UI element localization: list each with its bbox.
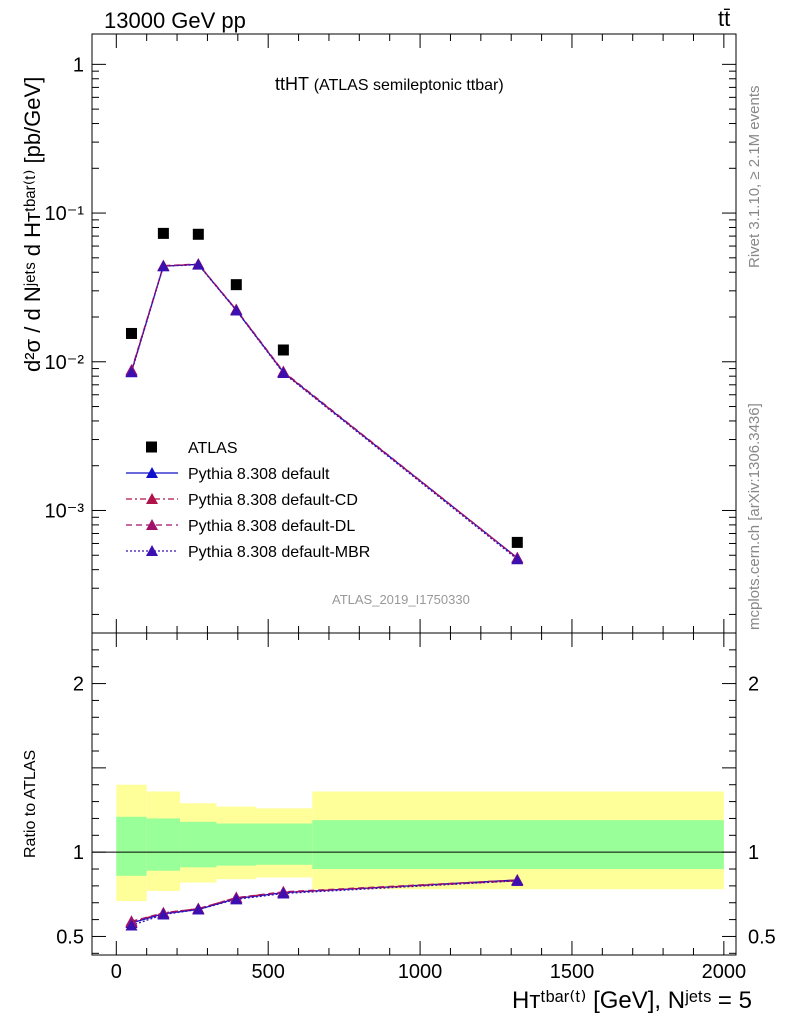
plot-title-main: ttHT (275, 74, 309, 94)
x-tick-label: 2000 (702, 961, 747, 983)
ratio-point-mbr (230, 893, 243, 905)
point-mbr (230, 304, 243, 316)
legend-marker-cd (146, 493, 158, 504)
ratio-point-mbr (511, 874, 524, 886)
ratio-point-mbr (192, 903, 205, 915)
series-line-mbr (130, 263, 518, 560)
y-tick-label-main: 1 (73, 54, 84, 76)
x-axis-label: Hᴛᵗᵇᵃʳ⁽ᵗ⁾ [GeV], Nʲᵉᵗˢ = 5 (512, 987, 752, 1014)
rivet-version-label: Rivet 3.1.10, ≥ 2.1M events (746, 85, 763, 269)
y-tick-label-main: 10⁻¹ (45, 203, 85, 225)
band-inner-bin (116, 816, 147, 876)
y-tick-label-ratio: 2 (73, 674, 84, 696)
point-mbr (157, 260, 170, 272)
legend-label-data: ATLAS (188, 440, 238, 457)
y-tick-label-ratio-right: 1 (748, 842, 759, 864)
collision-energy-label: 13000 GeV pp (104, 8, 246, 33)
band-inner-bin (256, 823, 313, 865)
legend-marker-atlas (146, 441, 157, 453)
y-axis-label-main: d²σ / d Nʲᵉᵗˢ d Hᴛᵗᵇᵃʳ⁽ᵗ⁾ [pb/GeV] (20, 76, 45, 372)
data-point-atlas (277, 344, 289, 356)
y-tick-label-ratio-right: 0.5 (748, 926, 776, 948)
mcplots-reference-label: mcplots.cern.ch [arXiv:1306.3436] (746, 403, 763, 630)
series-lines (130, 263, 518, 927)
point-mbr (277, 367, 290, 379)
tick-labels: 0 500 1000 1500 2000 1 10⁻¹ 10⁻² 10⁻³ 0.5 0.5 1 1 2 2 (45, 54, 776, 983)
plot-title: ttHT (ATLAS semileptonic ttbar) (275, 74, 504, 95)
data-point-atlas (230, 279, 242, 291)
legend-label-cd: Pythia 8.308 default-CD (188, 492, 358, 509)
legend-label-mbr: Pythia 8.308 default-MBR (188, 544, 370, 561)
x-tick-label: 1000 (398, 961, 443, 983)
ratio-line-mbr (131, 880, 518, 927)
x-tick-label: 500 (252, 961, 285, 983)
y-tick-label-ratio: 1 (73, 842, 84, 864)
y-tick-label-ratio: 0.5 (56, 926, 84, 948)
data-point-atlas (192, 228, 204, 240)
y-tick-label-main: 10⁻³ (45, 500, 85, 522)
plot-frames (91, 33, 737, 956)
ratio-point-mbr (277, 887, 290, 899)
legend-marker-default (146, 467, 158, 478)
band-inner-bin (146, 818, 181, 871)
data-point-atlas (157, 227, 169, 239)
legend-label-default: Pythia 8.308 default (188, 466, 330, 483)
point-mbr (125, 366, 138, 378)
point-mbr (511, 553, 524, 565)
band-inner-bin (180, 821, 217, 868)
ratio-panel-frame (91, 632, 737, 956)
y-tick-label-main: 10⁻² (45, 352, 85, 374)
legend-marker-mbr (146, 545, 158, 556)
legend-marker-dl (146, 519, 158, 530)
ratio-uncertainty-band (116, 784, 724, 902)
ratio-line-cd (131, 880, 518, 923)
data-point-atlas (125, 327, 137, 339)
legend: ATLAS Pythia 8.308 default Pythia 8.308 de… (126, 440, 370, 561)
ratio-point-mbr (125, 919, 138, 931)
legend-label-dl: Pythia 8.308 default-DL (188, 518, 355, 535)
data-point-atlas (511, 536, 523, 548)
plot-title-sub: (ATLAS semileptonic ttbar) (313, 77, 504, 94)
process-label: tt̄ (718, 6, 731, 31)
analysis-id: ATLAS_2019_I1750330 (332, 592, 470, 607)
y-tick-label-ratio-right: 2 (748, 674, 759, 696)
y-axis-label-ratio: Ratio to ATLAS (22, 749, 39, 858)
x-tick-label: 1500 (550, 961, 595, 983)
data-markers (125, 227, 524, 931)
ratio-point-mbr (157, 908, 170, 920)
band-inner-bin (216, 823, 257, 866)
ratio-line-dl (131, 879, 518, 922)
point-mbr (192, 258, 205, 270)
band-inner-bin (312, 820, 724, 870)
x-tick-label: 0 (111, 961, 122, 983)
axis-ticks (92, 34, 736, 955)
